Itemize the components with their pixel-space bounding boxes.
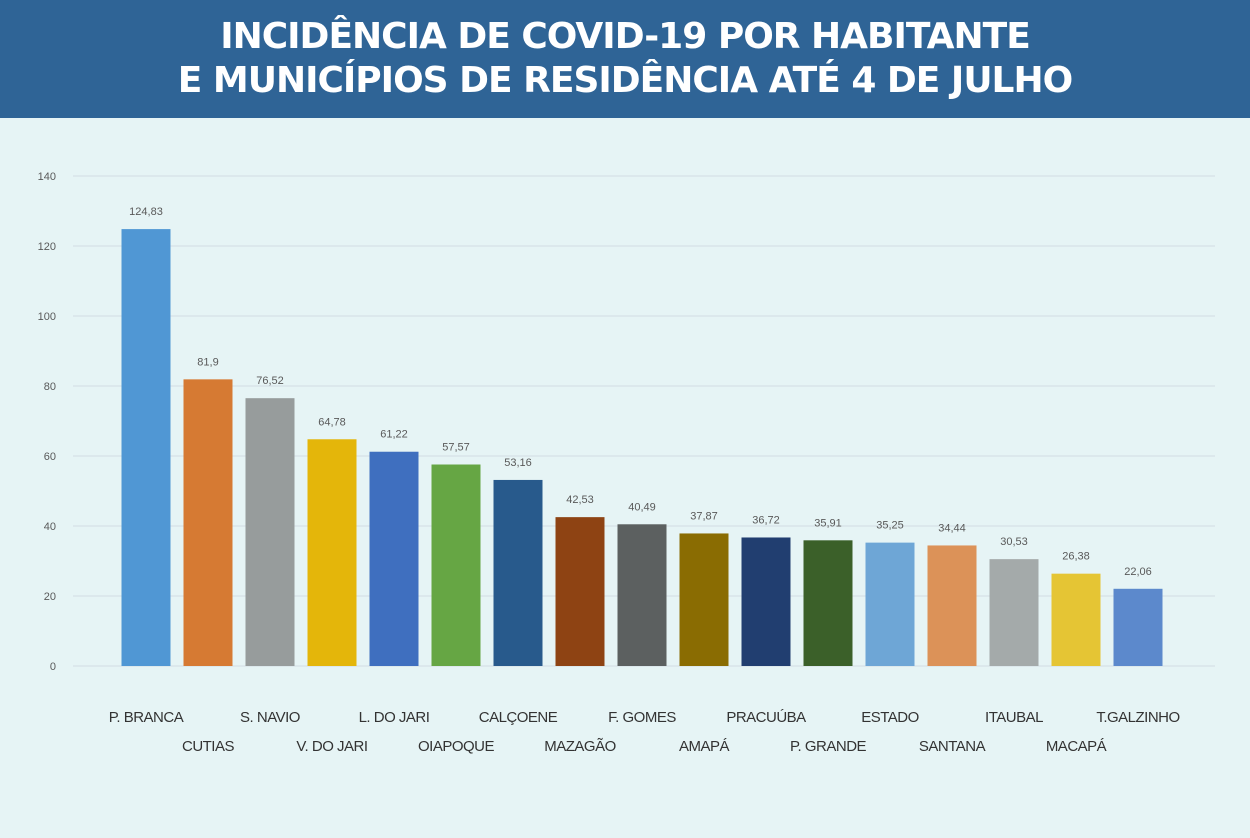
bar-value-label: 76,52 [256, 375, 284, 387]
bar [369, 451, 419, 666]
bar-chart: 0 20 40 60 80 100 120 140 124,83 P. BRANCA 81,9 CUT… [38, 171, 1215, 755]
y-tick-label: 0 [50, 661, 56, 673]
bar [927, 545, 977, 666]
category-label: P. BRANCA [109, 709, 184, 726]
bar-value-label: 61,22 [380, 429, 408, 441]
category-label: OIAPOQUE [418, 738, 495, 755]
chart-title-line-2: E MUNICÍPIOS DE RESIDÊNCIA ATÉ 4 DE JULH… [177, 60, 1073, 101]
chart-area: 0 20 40 60 80 100 120 140 124,83 P. BRANCA 81,9 CUT… [0, 118, 1250, 833]
category-label: T.GALZINHO [1096, 709, 1179, 726]
bar-value-label: 64,78 [318, 416, 346, 428]
chart-header: INCIDÊNCIA DE COVID-19 POR HABITANTE E M… [0, 0, 1250, 118]
y-tick-label: 140 [38, 171, 56, 183]
y-tick-label: 20 [44, 591, 56, 603]
bar [121, 229, 171, 666]
category-label: CUTIAS [182, 738, 235, 755]
bar-value-label: 124,83 [129, 206, 163, 218]
category-label: AMAPÁ [679, 738, 730, 755]
bar [245, 398, 295, 666]
bar-value-label: 42,53 [566, 494, 594, 506]
y-tick-label: 120 [38, 241, 56, 253]
y-tick-label: 60 [44, 451, 56, 463]
bar [617, 524, 667, 666]
bar [431, 464, 481, 666]
category-label: MACAPÁ [1046, 738, 1107, 755]
y-tick-label: 80 [44, 381, 56, 393]
bar-value-label: 22,06 [1124, 566, 1152, 578]
bar [989, 559, 1039, 666]
bar-value-label: 34,44 [938, 522, 966, 534]
category-label: MAZAGÃO [544, 738, 616, 755]
bar [865, 542, 915, 666]
category-label: PRACUÚBA [726, 709, 806, 726]
bar [741, 537, 791, 666]
bar [307, 439, 357, 666]
category-label: V. DO JARI [296, 738, 367, 755]
bar [493, 479, 543, 666]
bar-value-label: 26,38 [1062, 551, 1090, 563]
bar [679, 533, 729, 666]
category-label: ITAUBAL [985, 709, 1043, 726]
bar-value-label: 35,91 [814, 517, 842, 529]
category-label: ESTADO [861, 709, 919, 726]
bar-value-label: 37,87 [690, 510, 718, 522]
category-label: P. GRANDE [790, 738, 867, 755]
bar [1051, 573, 1101, 666]
bar-value-label: 30,53 [1000, 536, 1028, 548]
bar-value-label: 81,9 [197, 356, 218, 368]
bar [803, 540, 853, 666]
y-tick-label: 40 [44, 521, 56, 533]
category-label: SANTANA [919, 738, 986, 755]
bar-value-label: 35,25 [876, 520, 904, 532]
category-label: CALÇOENE [479, 709, 558, 726]
category-label: F. GOMES [608, 709, 676, 726]
y-tick-label: 100 [38, 311, 56, 323]
bar-value-label: 40,49 [628, 501, 656, 513]
bar-value-label: 53,16 [504, 457, 532, 469]
bar-value-label: 57,57 [442, 442, 470, 454]
bar-value-label: 36,72 [752, 514, 780, 526]
bar [1113, 588, 1163, 666]
category-label: L. DO JARI [359, 709, 430, 726]
bar [183, 379, 233, 666]
chart-title-line-1: INCIDÊNCIA DE COVID-19 POR HABITANTE [220, 16, 1031, 57]
bar [555, 517, 605, 666]
category-label: S. NAVIO [240, 709, 300, 726]
